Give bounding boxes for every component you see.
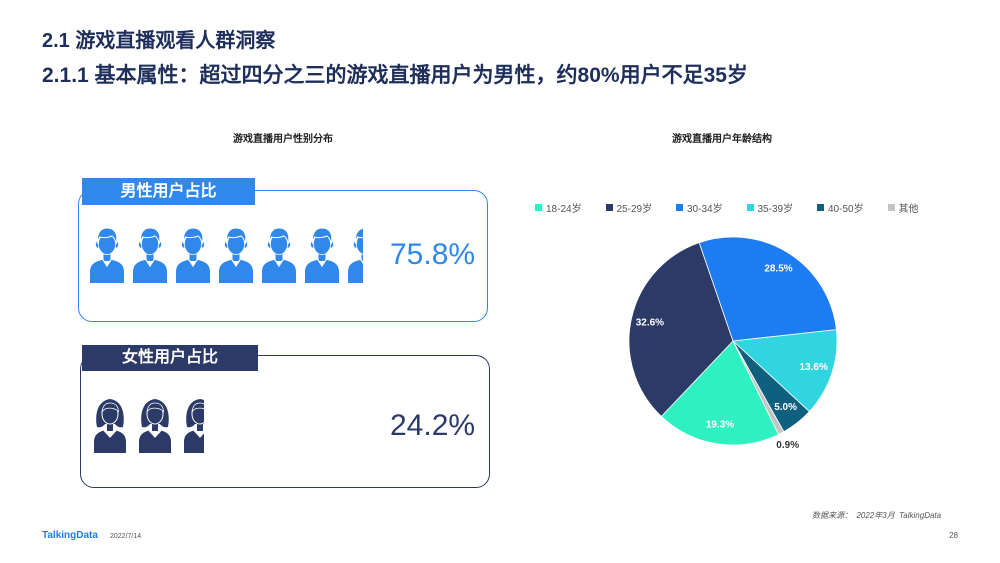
male-icon-row — [89, 225, 363, 283]
pie-slice-3 — [698, 236, 837, 342]
pie-slice-2 — [628, 242, 734, 417]
male-user-icon — [304, 225, 340, 283]
legend-label: 35-39岁 — [757, 203, 794, 215]
legend-item: 40-50岁 — [817, 200, 888, 215]
legend-swatch — [535, 203, 542, 211]
female-user-icon — [137, 395, 173, 453]
female-icon-row — [92, 395, 204, 453]
legend-label: 25-29岁 — [616, 203, 653, 215]
slide-headline: 2.1.1 基本属性：超过四分之三的游戏直播用户为男性，约80%用户不足35岁 — [42, 64, 748, 87]
pie-data-label: 32.6% — [636, 317, 664, 328]
male-user-icon — [132, 225, 168, 283]
male-share-panel — [78, 190, 488, 322]
female-user-icon — [92, 395, 128, 453]
male-user-icon — [261, 225, 297, 283]
female-share-value: 24.2% — [390, 409, 476, 442]
legend-swatch — [605, 203, 613, 211]
section-title: 2.1 游戏直播观看人群洞察 — [42, 30, 276, 52]
legend-item: 18-24岁 — [535, 200, 606, 215]
pie-slice-6 — [732, 340, 785, 436]
male-user-icon — [175, 225, 211, 283]
legend-item: 35-39岁 — [746, 200, 818, 215]
legend-label: 40-50岁 — [828, 203, 864, 215]
legend-swatch — [676, 203, 683, 211]
legend-swatch — [746, 203, 754, 211]
legend-label: 30-34岁 — [687, 203, 723, 215]
legend-swatch — [887, 203, 895, 211]
pie-data-label: 19.3% — [706, 420, 734, 431]
report-date: 2022/7/14 — [110, 533, 142, 540]
pie-slice-4 — [732, 329, 838, 413]
legend-item: 其他 — [887, 200, 959, 215]
legend-label: 其他 — [898, 203, 919, 215]
legend-swatch — [817, 203, 824, 211]
legend-item: 30-34岁 — [676, 200, 747, 215]
pie-slice-1 — [660, 340, 780, 446]
male-share-tab: 男性用户占比 — [82, 178, 255, 205]
pie-data-label: 5.0% — [774, 402, 797, 413]
female-share-panel — [80, 355, 490, 488]
age-chart-title: 游戏直播用户年龄结构 — [672, 134, 772, 145]
pie-data-label: 28.5% — [764, 264, 792, 275]
gender-chart-title: 游戏直播用户性别分布 — [233, 134, 333, 145]
male-user-icon — [89, 225, 125, 283]
female-share-tab: 女性用户占比 — [82, 345, 258, 371]
male-user-icon — [347, 225, 363, 283]
pie-data-label: 0.9% — [776, 440, 799, 451]
data-source-note: 数据来源： 2022年3月 TalkingData — [812, 511, 942, 520]
legend-item: 25-29岁 — [605, 200, 677, 215]
age-pie-chart: 19.3% 32.6% 28.5% 13.6% 5.0% 0.9% — [628, 236, 838, 451]
male-user-icon — [218, 225, 254, 283]
pie-data-label: 13.6% — [800, 362, 828, 373]
age-chart-legend: 18-24岁 25-29岁 30-34岁 35-39岁 40-50岁 其他 — [535, 200, 959, 215]
brand-logo: TalkingData — [42, 530, 98, 541]
female-user-icon — [182, 395, 204, 453]
legend-label: 18-24岁 — [546, 203, 582, 215]
male-share-value: 75.8% — [390, 238, 476, 271]
page-number: 28 — [949, 531, 958, 540]
